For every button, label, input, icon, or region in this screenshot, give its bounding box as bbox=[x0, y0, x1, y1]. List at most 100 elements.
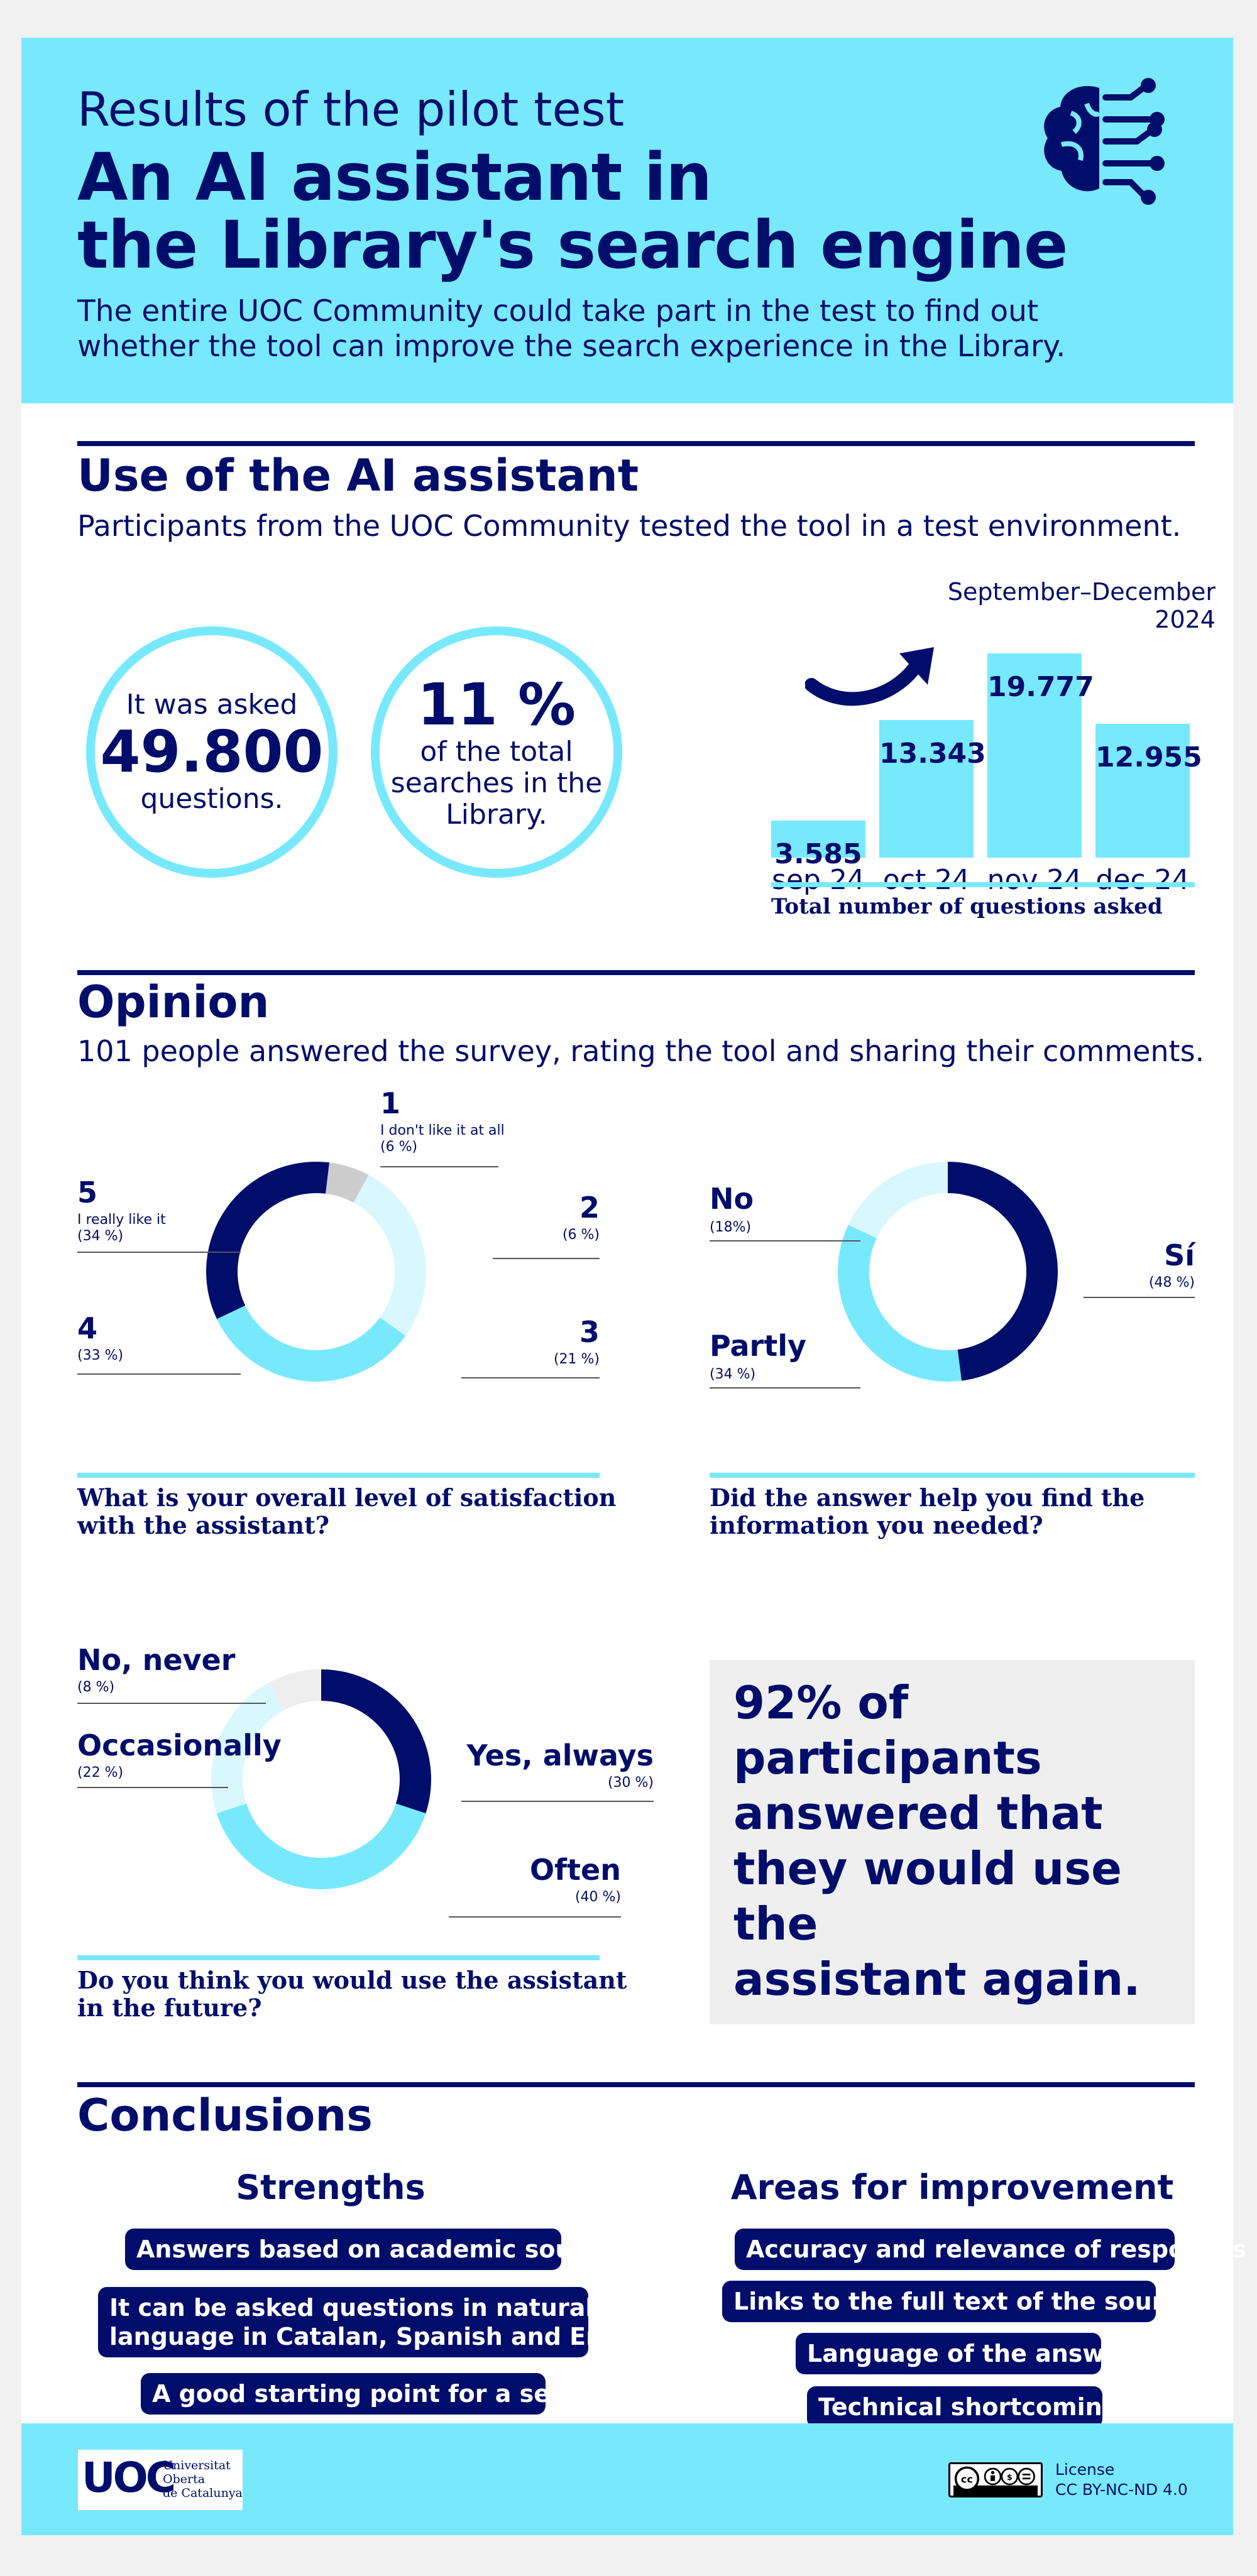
uoc-logo-name-line-2: Oberta bbox=[163, 2472, 206, 2486]
satisfaction-label-1-text: I don't like it at all bbox=[380, 1123, 505, 1138]
improvement-item: Accuracy and relevance of responses bbox=[735, 2229, 1246, 2270]
future-use-label-occasionally: Occasionally bbox=[77, 1728, 282, 1762]
future-use-question-line-1: Do you think you would use the assistant bbox=[77, 1966, 627, 1994]
questions-circle-top: It was asked bbox=[126, 689, 298, 721]
license-line-2: CC BY-NC-ND 4.0 bbox=[1055, 2480, 1188, 2499]
satisfaction-leader-1 bbox=[380, 1166, 498, 1167]
future-use-label-always: Yes, always bbox=[466, 1738, 654, 1772]
bar-sep-24 bbox=[771, 821, 865, 858]
satisfaction-leader-2 bbox=[493, 1258, 600, 1259]
helpfulness-label-partly: Partly bbox=[710, 1329, 806, 1363]
bar-nov-24 bbox=[987, 653, 1082, 858]
uoc-logo-mark: UOC bbox=[82, 2453, 176, 2502]
donut-slice-2 bbox=[353, 1175, 401, 1221]
cc-by-nc-nd-icon[interactable]: cc $ bbox=[948, 2462, 1043, 2497]
satisfaction-label-1: 1 bbox=[380, 1086, 401, 1120]
satisfaction-leader-5 bbox=[77, 1252, 241, 1253]
satisfaction-leader-4 bbox=[77, 1373, 241, 1375]
reuse-callout: 92% of participants answered that they w… bbox=[710, 1660, 1195, 2024]
future-use-label-often-pct: (40 %) bbox=[574, 1889, 621, 1905]
license-line-1: License bbox=[1055, 2460, 1115, 2479]
usage-title: Use of the AI assistant bbox=[77, 450, 639, 501]
future-use-leader-always bbox=[461, 1801, 654, 1802]
helpfulness-question-rule bbox=[710, 1473, 1195, 1478]
intro-line-1: The entire UOC Community could take part… bbox=[77, 294, 1039, 329]
donut-slice-1 bbox=[325, 1162, 369, 1203]
growth-arrow-icon bbox=[805, 647, 934, 706]
donut-slice-3 bbox=[376, 1201, 426, 1336]
satisfaction-question-line-1: What is your overall level of satisfacti… bbox=[77, 1483, 617, 1512]
satisfaction-question-line-2: with the assistant? bbox=[77, 1511, 330, 1539]
donut-slice-yes-always bbox=[321, 1669, 431, 1814]
satisfaction-label-2-pct: (6 %) bbox=[562, 1227, 600, 1243]
future-use-label-never: No, never bbox=[77, 1643, 236, 1677]
future-use-label-always-pct: (30 %) bbox=[607, 1775, 654, 1791]
future-use-label-occasionally-pct: (22 %) bbox=[77, 1765, 124, 1781]
brain-circuit-icon bbox=[1044, 78, 1165, 205]
future-use-question-line-2: in the future? bbox=[77, 1994, 262, 2022]
reuse-callout-line-2: participants bbox=[733, 1732, 1042, 1784]
share-circle-line-2: searches in the bbox=[390, 767, 603, 799]
share-circle-line-1: of the total bbox=[420, 736, 573, 768]
improvements-title: Areas for improvement bbox=[730, 2168, 1174, 2207]
uoc-logo-name-line-3: de Catalunya bbox=[163, 2486, 243, 2500]
donut-slice-4 bbox=[217, 1305, 406, 1382]
section-rule-conclusions bbox=[77, 2082, 1195, 2087]
share-circle-value: 11 % bbox=[417, 671, 576, 738]
improvement-item: Language of the answers bbox=[796, 2333, 1147, 2374]
share-circle-line-3: Library. bbox=[446, 799, 547, 831]
future-use-label-never-pct: (8 %) bbox=[77, 1679, 115, 1695]
bar-value-label: 19.777 bbox=[987, 671, 1094, 703]
reuse-callout-line-4: they would use the bbox=[733, 1842, 1122, 1950]
footer-banner: UOC Universitat Oberta de Catalunya cc $… bbox=[21, 2423, 1233, 2535]
satisfaction-donut bbox=[206, 1162, 426, 1382]
bar-value-label: 12.955 bbox=[1095, 741, 1202, 773]
helpfulness-label-yes: Sí bbox=[1164, 1238, 1195, 1272]
reuse-callout-line-1: 92% of bbox=[733, 1676, 909, 1729]
uoc-logo-name-line-1: Universitat bbox=[163, 2459, 231, 2472]
improvement-item: Links to the full text of the sources bbox=[722, 2281, 1208, 2322]
bar-category-label: dec 24 bbox=[1095, 864, 1190, 896]
svg-text:cc: cc bbox=[961, 2473, 973, 2485]
bar-category-label: sep 24 bbox=[772, 864, 865, 896]
svg-text:$: $ bbox=[1007, 2472, 1013, 2482]
share-circle: 11 % of the total searches in the Librar… bbox=[371, 626, 622, 878]
bar-dec-24 bbox=[1095, 724, 1190, 858]
helpfulness-question-line-1: Did the answer help you find the bbox=[710, 1483, 1145, 1512]
opinion-subtitle: 101 people answered the survey, rating t… bbox=[77, 1034, 1205, 1068]
helpfulness-label-no-pct: (18%) bbox=[710, 1220, 752, 1235]
strength-item: Answers based on academic sources bbox=[125, 2229, 628, 2270]
strength-item-line-2: language in Catalan, Spanish and English bbox=[109, 2323, 668, 2350]
helpfulness-question-line-2: information you needed? bbox=[710, 1511, 1043, 1539]
bar-chart-baseline bbox=[771, 882, 1195, 887]
satisfaction-label-5: 5 bbox=[77, 1176, 98, 1209]
strengths-title: Strengths bbox=[236, 2168, 425, 2207]
satisfaction-label-3: 3 bbox=[579, 1315, 600, 1349]
future-use-leader-often bbox=[449, 1916, 621, 1918]
improvement-item: Technical shortcomings bbox=[807, 2386, 1134, 2428]
questions-circle: It was asked 49.800 questions. bbox=[86, 626, 338, 878]
future-use-donut bbox=[211, 1669, 431, 1889]
license-text: License CC BY-NC-ND 4.0 bbox=[1055, 2460, 1188, 2500]
future-use-question: Do you think you would use the assistant… bbox=[77, 1967, 627, 2022]
helpfulness-leader-yes bbox=[1084, 1297, 1195, 1298]
intro-line-2: whether the tool can improve the search … bbox=[77, 329, 1066, 364]
satisfaction-label-3-pct: (21 %) bbox=[553, 1351, 600, 1367]
satisfaction-label-5-text: I really like it bbox=[77, 1212, 166, 1228]
future-use-question-rule bbox=[77, 1955, 600, 1960]
satisfaction-question: What is your overall level of satisfacti… bbox=[77, 1484, 616, 1539]
satisfaction-label-2: 2 bbox=[579, 1191, 600, 1225]
reuse-callout-text: 92% of participants answered that they w… bbox=[733, 1675, 1173, 2007]
strength-item-line-1: It can be asked questions in natural bbox=[109, 2294, 594, 2322]
strength-item: A good starting point for a search bbox=[141, 2373, 609, 2415]
bar-value-label: 13.343 bbox=[879, 738, 986, 770]
intro-text: The entire UOC Community could take part… bbox=[77, 294, 1146, 364]
questions-circle-bottom: questions. bbox=[140, 783, 283, 815]
bar-oct-24 bbox=[879, 720, 974, 858]
uoc-logo[interactable]: UOC Universitat Oberta de Catalunya bbox=[78, 2450, 243, 2510]
satisfaction-question-rule bbox=[77, 1473, 600, 1478]
helpfulness-label-partly-pct: (34 %) bbox=[710, 1367, 756, 1382]
helpfulness-leader-partly bbox=[710, 1387, 860, 1389]
donut-slice-occasionally bbox=[211, 1683, 283, 1814]
satisfaction-label-4: 4 bbox=[77, 1311, 98, 1345]
